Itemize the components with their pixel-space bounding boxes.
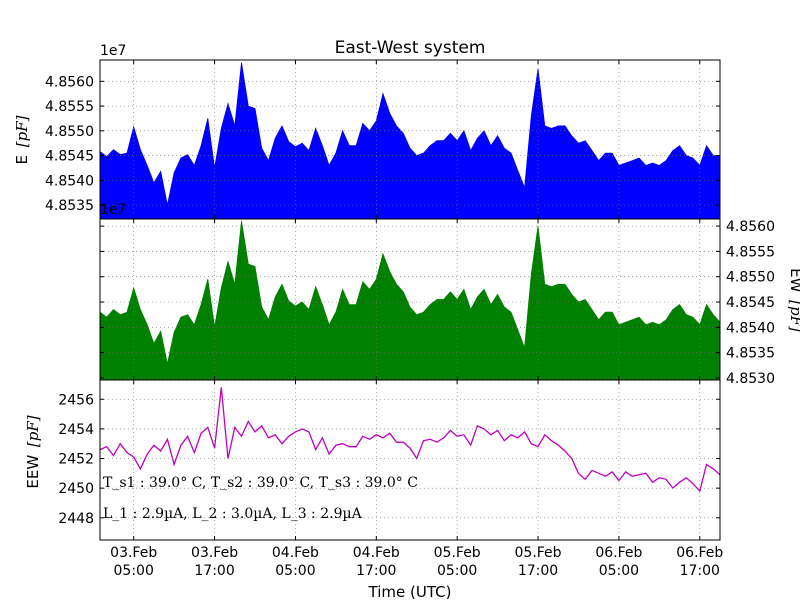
x-tick-date-1: 03.Feb [191,545,238,561]
ylabel-ew: EW [pF] [787,268,800,332]
x-tick-date-6: 06.Feb [595,545,642,561]
y-tick-label-e-3: 4.8550 [45,124,94,140]
x-axis-label: Time (UTC) [368,583,452,600]
x-tick-labels: 03.Feb 05:00 03.Feb 17:00 04.Feb 05:00 04.Feb 1… [110,545,723,579]
y-tick-label-eew-0: 2448 [58,511,94,527]
y-tick-label-e-0: 4.8535 [45,198,94,214]
y-tick-label-eew-3: 2454 [58,422,94,438]
x-tick-date-0: 03.Feb [110,545,157,561]
x-tick-time-5: 17:00 [518,563,558,579]
y-tick-label-ew-4: 4.8550 [726,270,775,286]
y-tick-label-ew-0: 4.8530 [726,371,775,387]
series-ew-area [99,220,721,381]
x-tick-time-4: 05:00 [437,563,477,579]
x-tick-time-0: 05:00 [114,563,154,579]
annotation-temps: T_s1 : 39.0° C, T_s2 : 39.0° C, T_s3 : 3… [103,475,418,491]
x-tick-time-6: 05:00 [599,563,639,579]
x-tick-date-2: 04.Feb [272,545,319,561]
ylabel-ew-unit: [pF] [787,300,800,332]
offset-text-ew: 1e7 [100,202,126,218]
y-tick-label-e-2: 4.8545 [45,149,94,165]
y-tick-label-ew-2: 4.8540 [726,320,775,336]
offset-text-e: 1e7 [100,43,126,59]
ylabel-e-main: E [13,155,31,164]
x-tick-date-3: 04.Feb [353,545,400,561]
y-tick-label-e-1: 4.8540 [45,173,94,189]
y-tick-label-eew-2: 2452 [58,452,94,468]
y-tick-label-e-5: 4.8560 [45,74,94,90]
ylabel-e-unit: [pF] [13,115,31,147]
panel-e: 4.8535 4.8540 4.8545 4.8550 4.8555 4.8560 [45,59,721,220]
y-tick-label-eew-1: 2450 [58,481,94,497]
x-tick-date-4: 05.Feb [434,545,481,561]
panel-eew: 2448 2450 2452 2454 2456 [58,379,721,541]
y-tick-label-e-4: 4.8555 [45,99,94,115]
x-tick-date-7: 06.Feb [676,545,723,561]
ylabel-e: E [pF] [13,115,31,164]
ylabel-eew: EEW [pF] [24,415,42,488]
x-tick-time-7: 17:00 [680,563,720,579]
y-tick-label-ew-3: 4.8545 [726,295,775,311]
x-tick-date-5: 05.Feb [515,545,562,561]
ylabel-ew-main: EW [787,268,800,292]
ylabel-eew-main: EEW [24,455,42,489]
x-tick-time-1: 17:00 [194,563,234,579]
chart-title: East-West system [335,38,486,58]
x-tick-time-2: 05:00 [275,563,315,579]
series-e-area [99,62,721,220]
y-tick-label-eew-4: 2456 [58,392,94,408]
x-tick-time-3: 17:00 [356,563,396,579]
axes-frame-eew [99,379,721,541]
annotation-currents: L_1 : 2.9µA, L_2 : 3.0µA, L_3 : 2.9µA [103,506,363,522]
series-eew-line [99,387,721,493]
y-tick-label-ew-6: 4.8560 [726,219,775,235]
y-tick-label-ew-5: 4.8555 [726,244,775,260]
y-tick-label-ew-1: 4.8535 [726,346,775,362]
ylabel-eew-unit: [pF] [24,415,42,447]
